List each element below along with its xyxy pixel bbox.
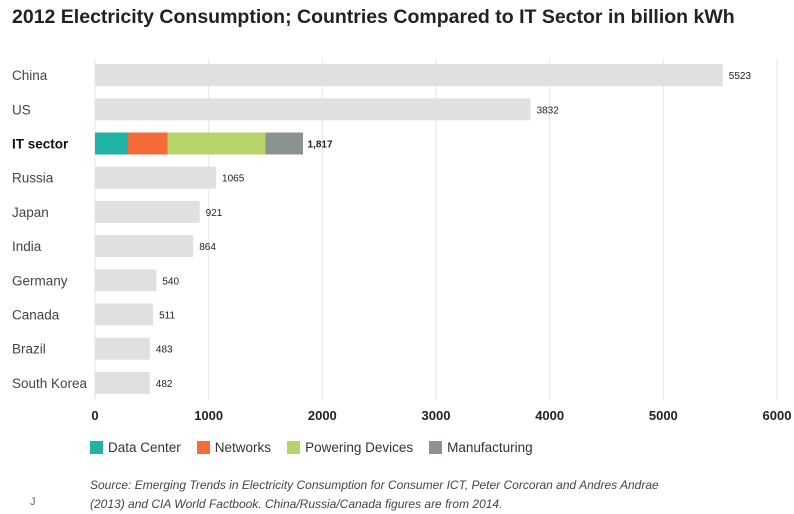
bar-south-korea	[95, 371, 150, 394]
chart-title: 2012 Electricity Consumption; Countries …	[12, 6, 735, 28]
x-tick-label-2000: 2000	[308, 408, 337, 423]
bar-russia	[95, 166, 217, 189]
legend: Data Center Networks Powering Devices Manuf…	[90, 440, 533, 455]
value-label-china: 5523	[729, 71, 752, 82]
value-label-brazil: 483	[156, 345, 173, 356]
source-note: Source: Emerging Trends in Electricity C…	[90, 476, 690, 514]
x-tick-label-3000: 3000	[422, 408, 451, 423]
value-label-japan: 921	[206, 208, 223, 219]
legend-swatch-data-center	[90, 441, 103, 454]
legend-swatch-manufacturing	[429, 441, 443, 454]
bar-japan	[95, 200, 200, 223]
bar-chart: 0 1000 2000 3000 4000 5000 6000 China 5523 US 3832…	[12, 58, 791, 423]
x-tick-label-6000: 6000	[763, 408, 792, 423]
legend-swatch-powering-devices	[287, 441, 301, 454]
legend-item-manufacturing: Manufacturing	[429, 440, 533, 455]
corner-mark: J	[30, 496, 36, 508]
x-tick-label-4000: 4000	[535, 408, 564, 423]
x-tick-label-0: 0	[91, 408, 98, 423]
bar-germany	[95, 269, 157, 292]
legend-label-manufacturing: Manufacturing	[447, 440, 533, 455]
bar-canada	[95, 303, 154, 326]
legend-item-powering-devices: Powering Devices	[287, 440, 413, 455]
category-label-india: India	[12, 239, 42, 254]
x-tick-label-1000: 1000	[194, 408, 223, 423]
source-line-2: (2013) and CIA World Factbook. China/Rus…	[90, 497, 503, 511]
legend-item-networks: Networks	[196, 440, 272, 455]
value-label-russia: 1065	[222, 174, 245, 185]
value-label-it-sector: 1,817	[308, 140, 333, 151]
bar-india	[95, 235, 194, 258]
category-label-japan: Japan	[12, 205, 49, 220]
bar-china	[95, 64, 723, 87]
value-label-germany: 540	[162, 276, 179, 287]
legend-swatch-networks	[196, 441, 210, 454]
category-label-germany: Germany	[12, 273, 68, 288]
legend-label-networks: Networks	[214, 440, 272, 455]
category-label-south-korea: South Korea	[12, 376, 88, 391]
legend-item-data-center: Data Center	[90, 440, 181, 455]
category-label-canada: Canada	[12, 308, 60, 323]
bar-brazil	[95, 337, 150, 360]
bars	[95, 64, 723, 394]
bar-segment-powering-devices	[167, 132, 266, 155]
category-label-us: US	[12, 102, 31, 117]
category-label-china: China	[12, 68, 48, 83]
value-label-india: 864	[199, 242, 216, 253]
legend-label-data-center: Data Center	[108, 440, 181, 455]
x-tick-label-5000: 5000	[649, 408, 678, 423]
category-label-brazil: Brazil	[12, 342, 46, 357]
category-label-it-sector: IT sector	[12, 137, 69, 152]
bar-us	[95, 98, 531, 121]
legend-label-powering-devices: Powering Devices	[305, 440, 414, 455]
bar-segment-networks	[127, 132, 168, 155]
value-label-canada: 511	[159, 311, 175, 322]
bar-segment-data-center	[95, 132, 128, 155]
value-label-south-korea: 482	[156, 379, 173, 390]
bar-segment-manufacturing	[265, 132, 304, 155]
source-line-1: Source: Emerging Trends in Electricity C…	[90, 478, 659, 492]
labels: 0 1000 2000 3000 4000 5000 6000 China 5523 US 3832…	[12, 68, 791, 423]
category-label-russia: Russia	[12, 171, 54, 186]
value-label-us: 3832	[537, 105, 560, 116]
